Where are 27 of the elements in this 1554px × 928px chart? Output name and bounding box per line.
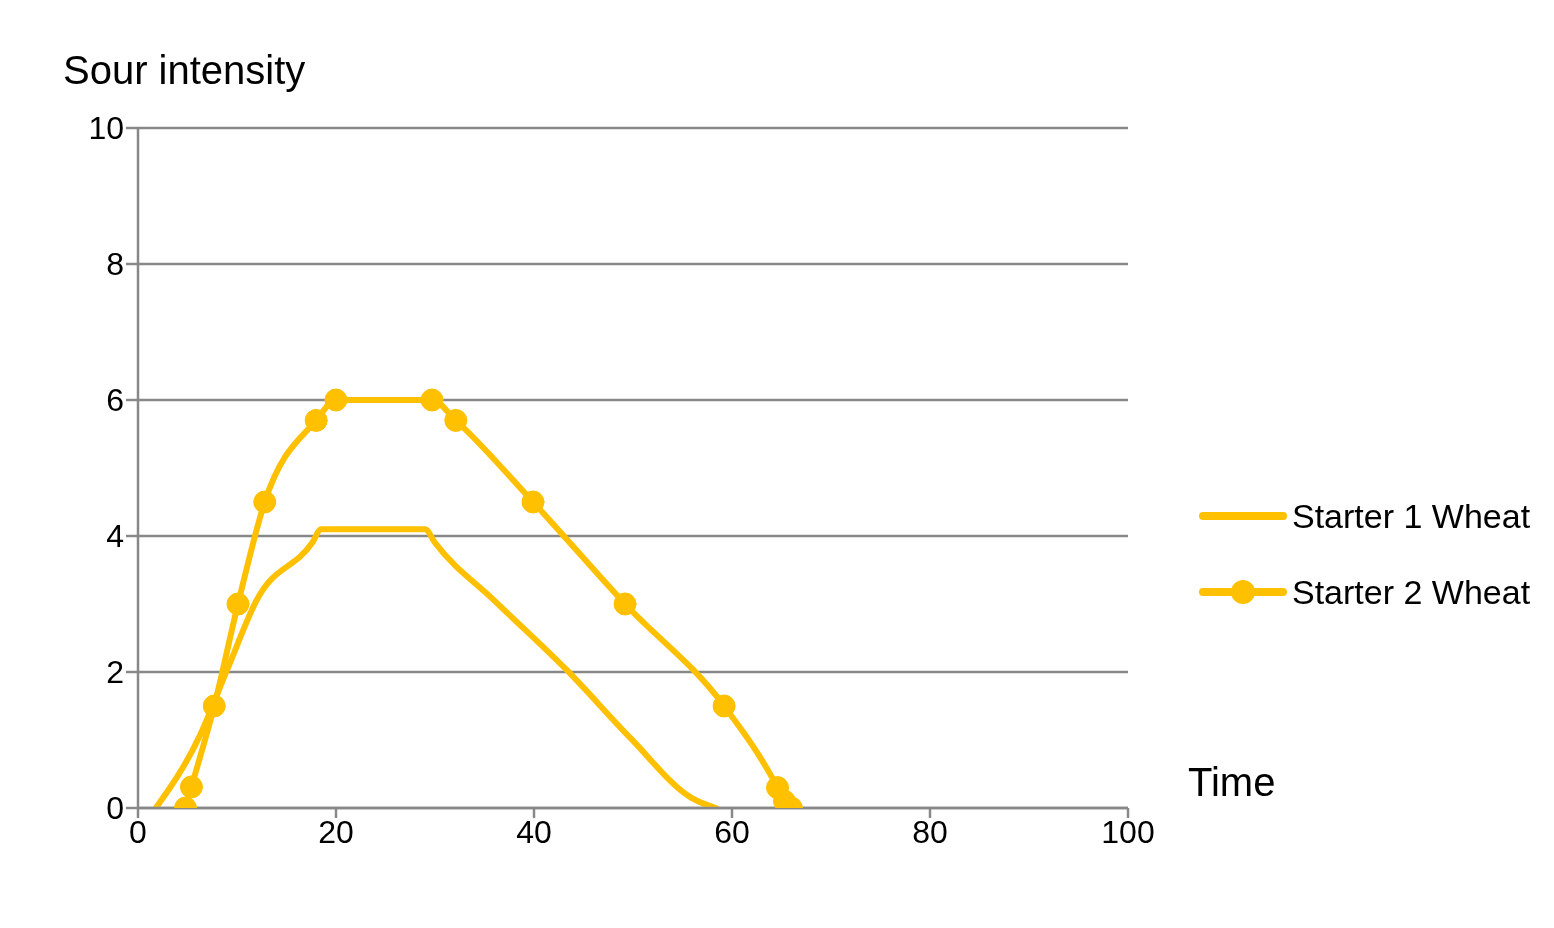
y-tick-label: 8	[106, 246, 124, 283]
x-tick-label: 80	[912, 813, 948, 850]
point	[226, 592, 250, 616]
point	[420, 388, 444, 412]
point	[304, 408, 328, 432]
y-tick-label: 2	[106, 654, 124, 691]
y-axis-title: Sour intensity	[63, 48, 306, 93]
point	[324, 388, 348, 412]
point	[444, 408, 468, 432]
point	[202, 694, 226, 718]
y-tick-label: 0	[106, 790, 124, 827]
point	[613, 592, 637, 616]
legend-label: Starter 2 Wheat	[1292, 572, 1531, 612]
y-tick-label: 6	[106, 382, 124, 419]
point	[253, 490, 277, 514]
y-tick-label: 4	[106, 518, 124, 555]
x-tick-label: 40	[516, 813, 552, 850]
x-axis-title: Time	[1188, 760, 1276, 805]
point	[712, 694, 736, 718]
x-tick-label: 60	[714, 813, 750, 850]
y-tick-label: 10	[88, 110, 124, 147]
point	[179, 775, 203, 799]
legend-label: Starter 1 Wheat	[1292, 496, 1531, 536]
x-tick-label: 0	[129, 813, 147, 850]
x-tick-label: 100	[1101, 813, 1155, 850]
x-tick-label: 20	[318, 813, 354, 850]
point	[521, 490, 545, 514]
